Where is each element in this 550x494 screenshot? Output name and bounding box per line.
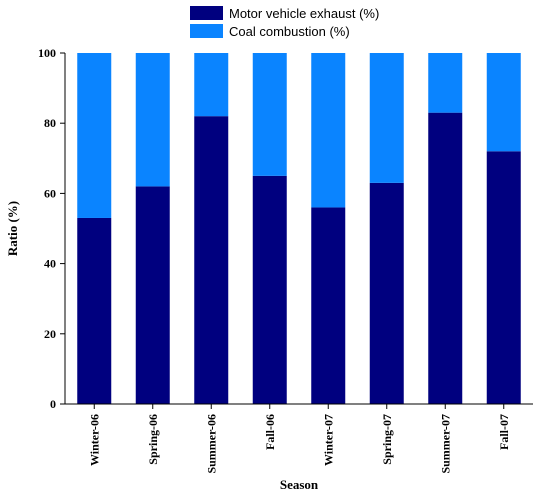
bar-segment-motor-vehicle-spring-06 bbox=[135, 186, 170, 404]
y-ticks-group: 0 20 40 60 80 100 bbox=[38, 46, 65, 411]
bar-segment-motor-vehicle-winter-07 bbox=[311, 207, 346, 404]
y-tick-label: 40 bbox=[44, 257, 56, 271]
bar-segment-motor-vehicle-spring-07 bbox=[369, 182, 404, 404]
x-tick-label-summer-07: Summer-07 bbox=[438, 414, 452, 474]
axes-group bbox=[64, 53, 533, 405]
x-tick-label-spring-06: Spring-06 bbox=[146, 414, 160, 465]
legend: Motor vehicle exhaust (%) Coal combustion… bbox=[190, 6, 379, 39]
x-tick-label-spring-07: Spring-07 bbox=[380, 414, 394, 465]
x-tick-label-fall-06: Fall-06 bbox=[263, 414, 277, 450]
y-tick-label: 20 bbox=[44, 327, 56, 341]
bar-segment-motor-vehicle-winter-06 bbox=[77, 217, 112, 404]
y-tick-label: 80 bbox=[44, 116, 56, 130]
bar-segment-motor-vehicle-summer-07 bbox=[428, 112, 463, 405]
bar-segment-coal-fall-06 bbox=[252, 53, 287, 176]
legend-swatch-motor-vehicle bbox=[190, 6, 223, 20]
y-tick-label: 60 bbox=[44, 186, 56, 200]
bar-segment-motor-vehicle-summer-06 bbox=[194, 116, 229, 405]
y-tick-label: 100 bbox=[38, 46, 56, 60]
bar-segment-coal-winter-06 bbox=[77, 53, 112, 218]
x-tick-label-winter-06: Winter-06 bbox=[87, 414, 101, 466]
bar-segment-motor-vehicle-fall-06 bbox=[252, 175, 287, 404]
bar-segment-coal-summer-06 bbox=[194, 53, 229, 117]
y-tick-label: 0 bbox=[50, 397, 56, 411]
legend-label-coal: Coal combustion (%) bbox=[229, 24, 350, 39]
bar-segment-coal-summer-07 bbox=[428, 53, 463, 113]
x-tick-label-summer-06: Summer-06 bbox=[204, 414, 218, 474]
y-axis-title: Ratio (%) bbox=[5, 201, 20, 256]
bar-segment-coal-winter-07 bbox=[311, 53, 346, 208]
bar-segment-coal-spring-07 bbox=[369, 53, 404, 183]
x-tick-label-fall-07: Fall-07 bbox=[497, 414, 511, 450]
bars-group bbox=[77, 53, 521, 405]
bar-segment-coal-fall-07 bbox=[486, 53, 521, 152]
legend-label-motor-vehicle: Motor vehicle exhaust (%) bbox=[229, 6, 379, 21]
bar-segment-coal-spring-06 bbox=[135, 53, 170, 187]
x-ticks-group: Winter-06 Spring-06 Summer-06 Fall-06 Winter… bbox=[87, 404, 511, 474]
x-tick-label-winter-07: Winter-07 bbox=[321, 414, 335, 466]
legend-swatch-coal bbox=[190, 24, 223, 38]
bar-segment-motor-vehicle-fall-07 bbox=[486, 151, 521, 404]
x-axis-title: Season bbox=[280, 477, 319, 492]
